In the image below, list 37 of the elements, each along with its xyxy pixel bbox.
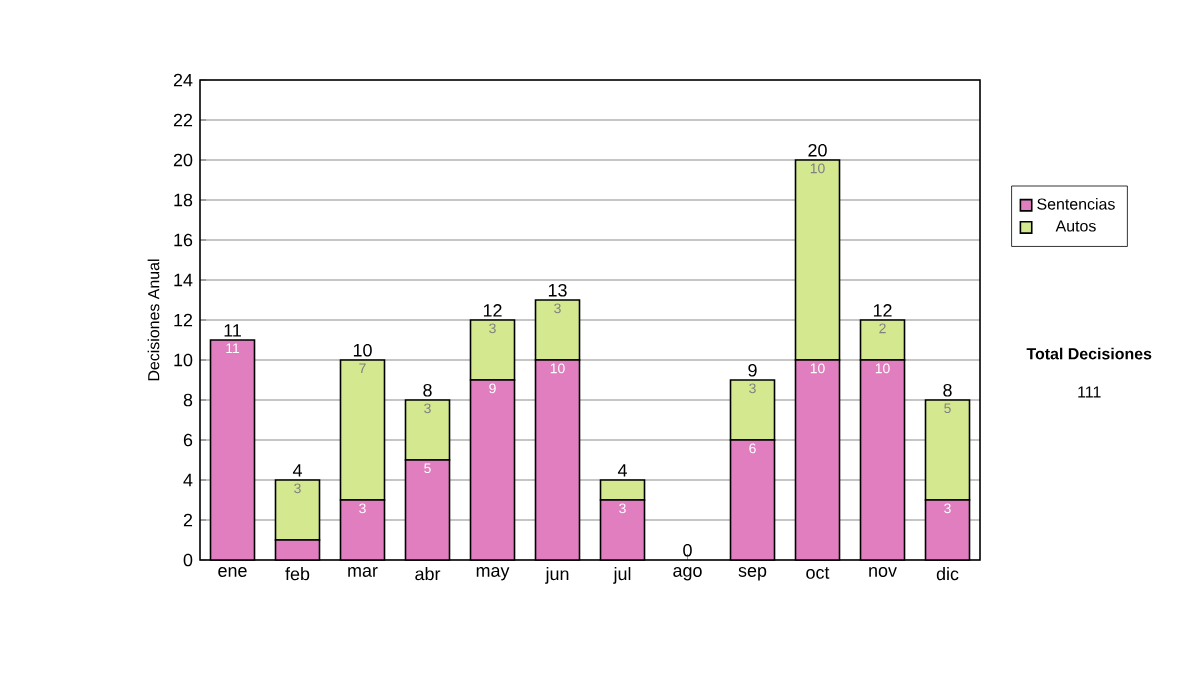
y-tick-label: 20 [173,153,193,167]
y-tick-label: 0 [183,553,193,567]
y-tick-label: 6 [183,433,193,447]
total-label: 4 [292,464,302,477]
total-label: 4 [617,464,627,477]
x-tick-label: sep [738,567,767,581]
x-tick-label: jun [545,567,569,584]
total-label: 11 [224,324,241,337]
total-label: 12 [483,304,502,317]
total-label: 10 [353,343,372,357]
y-tick-label: 2 [183,513,193,527]
y-tick-label: 14 [174,273,193,287]
y-tick-label: 4 [183,473,193,487]
y-tick-label: 16 [174,233,193,247]
x-tick-label: mar [348,567,378,577]
total-label: 20 [808,143,827,157]
y-tick-label: 22 [173,113,193,127]
x-tick-label: abr [415,567,441,581]
x-tick-label: ago [673,567,702,581]
x-tick-label: nov [869,567,897,577]
total-label: 13 [548,283,567,297]
x-tick-label: may [476,567,510,581]
y-tick-label: 18 [174,193,193,207]
x-tick-label: ene [218,567,247,577]
y-tick-label: 12 [174,313,193,327]
total-label: 8 [943,383,952,397]
total-label: 8 [423,383,432,397]
y-tick-label: 8 [183,393,193,407]
y-tick-label: 10 [174,353,193,367]
total-label: 9 [748,363,757,377]
total-label: 0 [683,543,692,557]
x-tick-label: jul [613,567,631,584]
x-tick-label: oct [806,567,830,579]
y-tick-label: 24 [173,73,193,87]
x-tick-label: dic [936,567,959,581]
total-label: 12 [873,304,892,317]
x-tick-label: feb [285,567,310,581]
